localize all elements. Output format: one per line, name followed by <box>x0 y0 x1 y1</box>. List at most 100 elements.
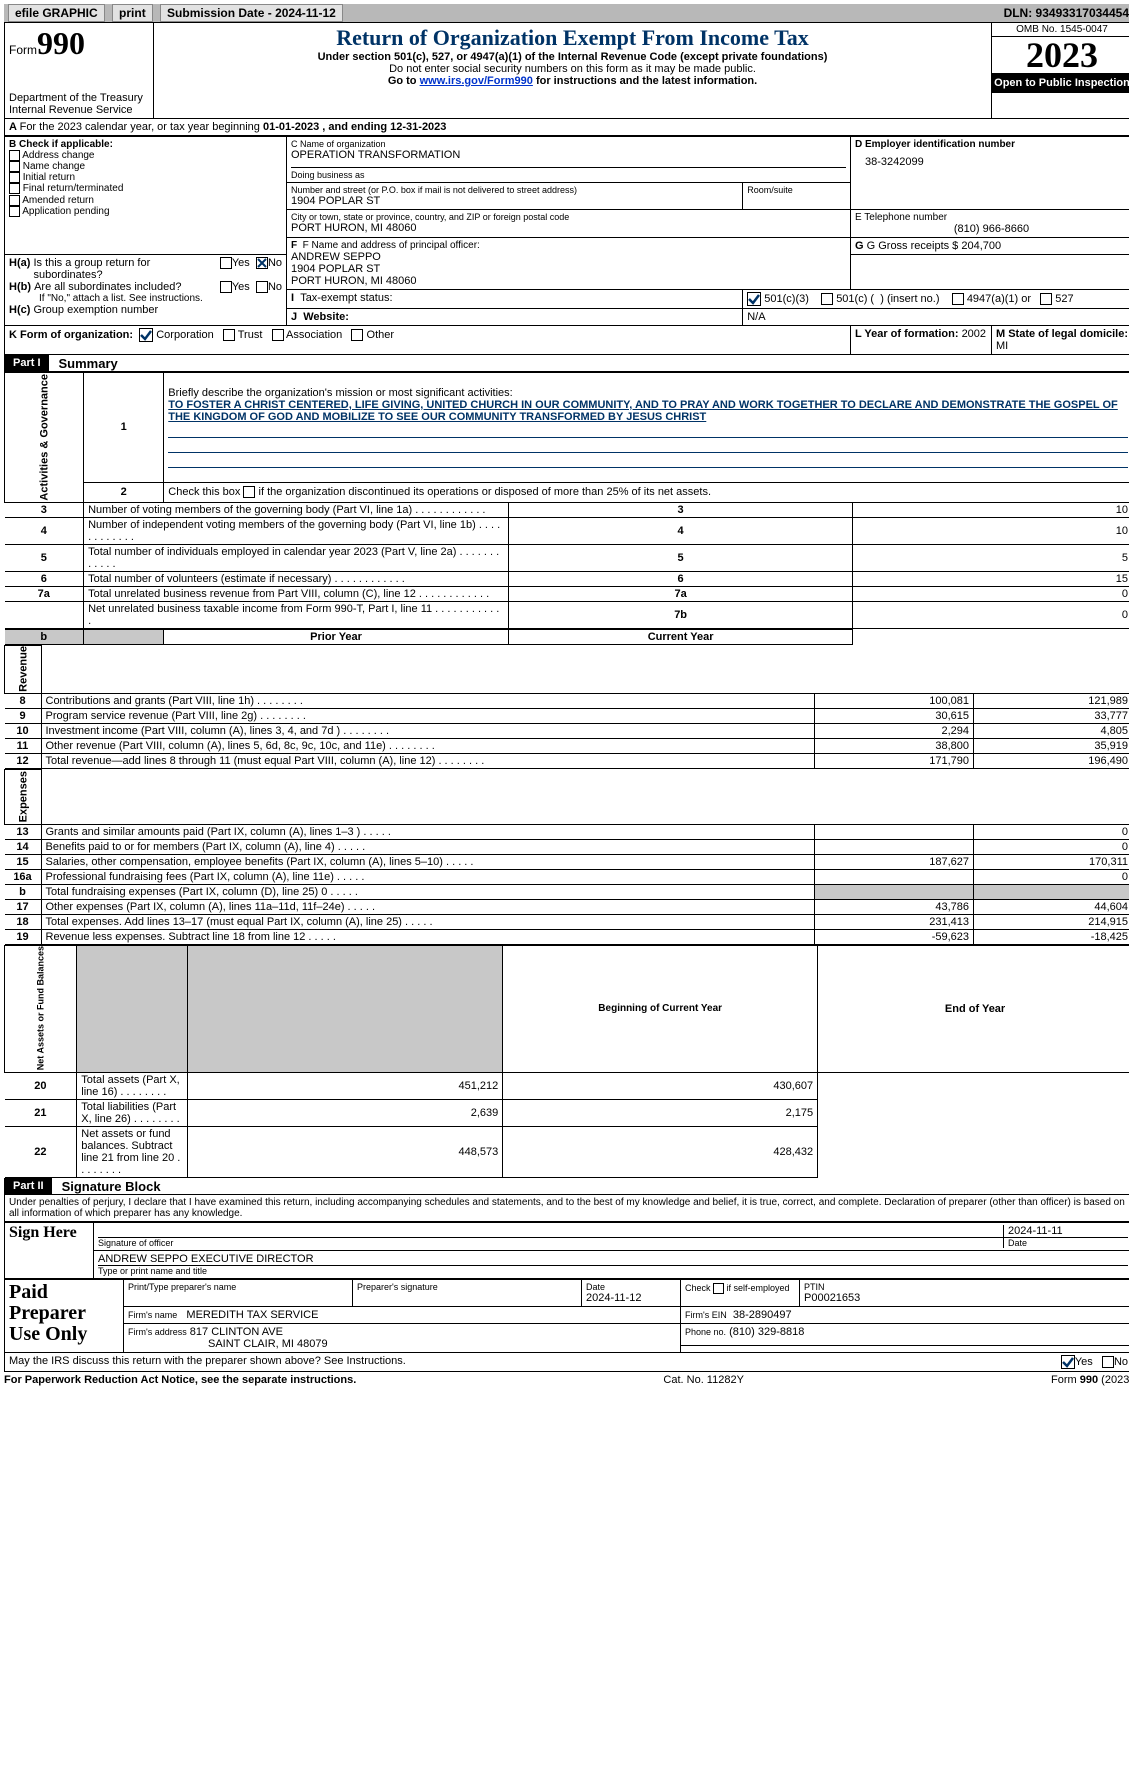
box-b-title: B Check if applicable: <box>9 139 282 150</box>
j-label: Website: <box>303 311 349 323</box>
linea-pre: For the 2023 calendar year, or tax year … <box>20 121 263 133</box>
print-button[interactable]: print <box>112 4 153 22</box>
vlabel-rev: Revenue <box>5 645 42 694</box>
irs: Internal Revenue Service <box>9 104 149 116</box>
d-label: D Employer identification number <box>855 139 1128 150</box>
hb-no-checkbox[interactable] <box>256 281 268 293</box>
trust-checkbox[interactable] <box>223 329 235 341</box>
ptin: P00021653 <box>804 1292 860 1304</box>
501c-checkbox[interactable] <box>821 293 833 305</box>
ty-end: 12-31-2023 <box>390 121 446 133</box>
exp-row: 19Revenue less expenses. Subtract line 1… <box>5 929 1129 944</box>
gov-row: Net unrelated business taxable income fr… <box>5 601 1129 629</box>
officer-typed: ANDREW SEPPO EXECUTIVE DIRECTOR <box>98 1253 1128 1266</box>
goto-post: for instructions and the latest informat… <box>533 75 757 87</box>
sig-date-val: 2024-11-11 <box>1003 1225 1128 1237</box>
exp-row: 13Grants and similar amounts paid (Part … <box>5 824 1129 839</box>
discuss-no: No <box>1114 1356 1128 1368</box>
signature-block: Sign Here 2024-11-11 Signature of office… <box>4 1222 1129 1279</box>
ein-lbl: Firm's EIN <box>685 1310 727 1320</box>
street-label: Number and street (or P.O. box if mail i… <box>291 185 738 195</box>
discuss-row: May the IRS discuss this return with the… <box>4 1353 1129 1372</box>
ha-yes-checkbox[interactable] <box>220 257 232 269</box>
irs-link[interactable]: www.irs.gov/Form990 <box>420 75 533 87</box>
rev-row: 12Total revenue—add lines 8 through 11 (… <box>5 754 1129 769</box>
k-label: K Form of organization: <box>9 329 133 341</box>
boxb-item[interactable]: Application pending <box>9 206 282 217</box>
line-a: A For the 2023 calendar year, or tax yea… <box>4 119 1129 136</box>
rev-row: 10Investment income (Part VIII, column (… <box>5 724 1129 739</box>
form-subtitle: Under section 501(c), 527, or 4947(a)(1)… <box>158 51 987 63</box>
hc-label: Group exemption number <box>33 304 158 316</box>
part1-table: Activities & Governance 1 Briefly descri… <box>4 372 1129 645</box>
i-4947: 4947(a)(1) or <box>967 293 1031 305</box>
ptin-lbl: PTIN <box>804 1282 1128 1292</box>
firm-lbl: Firm's name <box>128 1310 177 1320</box>
corp-checkbox[interactable] <box>139 328 153 342</box>
boxb-item[interactable]: Address change <box>9 150 282 161</box>
efile-button[interactable]: efile GRAPHIC <box>8 4 105 22</box>
col-end: End of Year <box>818 945 1129 1072</box>
col-curr: Current Year <box>508 629 853 645</box>
discuss-yes-checkbox[interactable] <box>1061 1355 1075 1369</box>
assoc-checkbox[interactable] <box>272 329 284 341</box>
submission-date: Submission Date - 2024-11-12 <box>160 4 343 22</box>
527-checkbox[interactable] <box>1040 293 1052 305</box>
i-501c-pre: 501(c) ( <box>836 293 874 305</box>
rev-row: 9Program service revenue (Part VIII, lin… <box>5 709 1129 724</box>
vlabel-exp: Expenses <box>5 770 42 824</box>
boxb-item[interactable]: Amended return <box>9 195 282 206</box>
rev-row: 8Contributions and grants (Part VIII, li… <box>5 694 1129 709</box>
hb-yes-checkbox[interactable] <box>220 281 232 293</box>
street: 1904 POPLAR ST <box>291 195 738 207</box>
firm-ein: 38-2890497 <box>733 1309 792 1321</box>
boxb-item[interactable]: Name change <box>9 161 282 172</box>
org-name: OPERATION TRANSFORMATION <box>291 149 846 161</box>
discuss-text: May the IRS discuss this return with the… <box>9 1355 1061 1369</box>
suite-label: Room/suite <box>747 185 846 195</box>
ha-no-checkbox[interactable] <box>256 257 268 269</box>
part1-hdr: Part I <box>5 355 49 371</box>
ha-label: Is this a group return for subordinates? <box>33 257 219 281</box>
type-name-lbl: Type or print name and title <box>98 1266 1128 1276</box>
ssn-warning: Do not enter social security numbers on … <box>158 63 987 75</box>
gov-row: 6Total number of volunteers (estimate if… <box>5 571 1129 586</box>
self-emp-checkbox[interactable] <box>713 1283 724 1294</box>
k-other: Other <box>367 329 395 341</box>
discuss-no-checkbox[interactable] <box>1102 1356 1114 1368</box>
boxb-item[interactable]: Final return/terminated <box>9 183 282 194</box>
k-corp: Corporation <box>156 329 213 341</box>
footer-cat: Cat. No. 11282Y <box>663 1374 744 1386</box>
na-row: 20Total assets (Part X, line 16) . . . .… <box>5 1073 1129 1100</box>
top-bar: efile GRAPHIC print Submission Date - 20… <box>4 4 1129 22</box>
open-public: Open to Public Inspection <box>992 73 1129 93</box>
sig-date-lbl: Date <box>1003 1238 1128 1248</box>
boxb-item[interactable]: Initial return <box>9 172 282 183</box>
header-block: Form990 Department of the Treasury Inter… <box>4 22 1129 119</box>
f-label: F F Name and address of principal office… <box>291 240 846 251</box>
tax-year: 2023 <box>992 37 1129 73</box>
g-label: G Gross receipts $ <box>867 240 959 252</box>
city-label: City or town, state or province, country… <box>291 212 846 222</box>
4947-checkbox[interactable] <box>952 293 964 305</box>
exp-row: 17Other expenses (Part IX, column (A), l… <box>5 899 1129 914</box>
rev-row: 11Other revenue (Part VIII, column (A), … <box>5 739 1129 754</box>
vlabel-na: Net Assets or Fund Balances <box>5 945 77 1072</box>
part2-title: Signature Block <box>52 1179 161 1194</box>
netassets-table: Net Assets or Fund Balances Beginning of… <box>4 945 1129 1178</box>
q2-checkbox[interactable] <box>243 486 255 498</box>
na-row: 21Total liabilities (Part X, line 26) . … <box>5 1100 1129 1127</box>
pp-sig-lbl: Preparer's signature <box>357 1282 577 1292</box>
dln: DLN: 93493317034454 <box>1004 6 1129 20</box>
other-checkbox[interactable] <box>351 329 363 341</box>
dba-label: Doing business as <box>291 167 846 180</box>
form-word: Form <box>9 43 37 57</box>
officer-city: PORT HURON, MI 48060 <box>291 275 846 287</box>
officer-street: 1904 POPLAR ST <box>291 263 846 275</box>
phone-lbl: Phone no. <box>685 1327 726 1337</box>
exp-row: 14Benefits paid to or for members (Part … <box>5 839 1129 854</box>
hb-no: No <box>268 281 282 293</box>
501c3-checkbox[interactable] <box>747 292 761 306</box>
year-formation: 2002 <box>962 328 986 340</box>
hb-label: Are all subordinates included? <box>34 281 220 293</box>
